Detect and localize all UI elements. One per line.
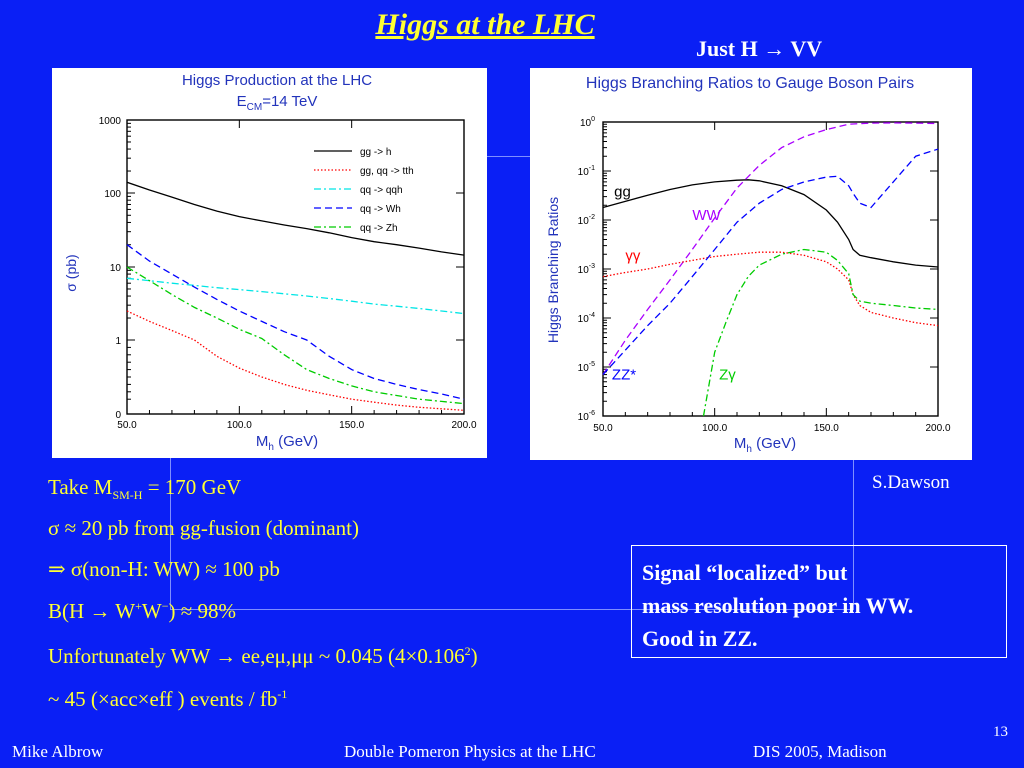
chart2-ylabel: Higgs Branching Ratios [545, 197, 561, 343]
chart2-xlabel: Mh (GeV) [734, 435, 796, 455]
chart1-legend-label: qq -> qqh [360, 185, 403, 196]
chart2-series-line [602, 179, 939, 268]
chart1-subtitle: ECM=14 TeV [237, 93, 318, 113]
text-line-5: Unfortunately WW → ee,eμ,μμ ~ 0.045 (4×0… [48, 644, 478, 668]
footer-talk-title: Double Pomeron Physics at the LHC [344, 742, 596, 761]
chart1-series-line [126, 310, 465, 411]
text-line-6: ~ 45 (×acc×eff ) events / fb-1 [48, 687, 288, 711]
chart1-ylabel: σ (pb) [63, 254, 79, 291]
signal-line-2: mass resolution poor in WW. [642, 593, 914, 618]
chart2-ytick-label: 10-6 [578, 410, 595, 423]
chart1-legend-label: qq -> Zh [360, 223, 398, 234]
chart2-curve-label: Zγ [719, 367, 736, 384]
chart1-xtick-label: 150.0 [339, 420, 364, 431]
chart2-ytick-label: 10-2 [578, 214, 595, 227]
chart2-curve-label: WW [692, 207, 721, 224]
chart1-ytick-label: 10 [110, 263, 122, 274]
slide-title: Higgs at the LHC [375, 8, 595, 41]
chart2-xtick-label: 200.0 [925, 423, 950, 434]
chart2-ytick-label: 10-5 [578, 361, 595, 374]
chart1-legend-label: gg -> h [360, 147, 391, 158]
chart2-ytick-label: 10-4 [578, 312, 595, 325]
text-line-3: ⇒ σ(non-H: WW) ≈ 100 pb [48, 557, 280, 581]
chart2-ytick-label: 10-3 [578, 263, 595, 276]
chart1-xlabel: Mh (GeV) [256, 433, 318, 453]
chart2-curve-label: γγ [625, 247, 641, 264]
chart2-xtick-label: 150.0 [814, 423, 839, 434]
chart2-curve-label: ZZ* [612, 367, 636, 384]
chart2-series-line [702, 248, 939, 417]
chart2-ytick-label: 10-1 [578, 165, 595, 178]
text-line-4: B(H → W+W−) ≈ 98% [48, 599, 237, 623]
branching-ratio-chart: Higgs Branching Ratios to Gauge Boson Pa… [545, 75, 951, 455]
text-line-2: σ ≈ 20 pb from gg-fusion (dominant) [48, 516, 359, 540]
footer-author: Mike Albrow [12, 742, 104, 761]
production-chart-panel: Higgs Production at the LHC ECM=14 TeV 0… [52, 68, 487, 458]
chart2-title: Higgs Branching Ratios to Gauge Boson Pa… [586, 75, 914, 92]
chart2-ytick-label: 100 [580, 116, 595, 129]
slide-subtitle: Just H → VV [696, 36, 823, 61]
chart1-title: Higgs Production at the LHC [182, 72, 372, 89]
chart1-plot-frame [126, 119, 465, 415]
chart1-xtick-label: 100.0 [227, 420, 252, 431]
chart1-xtick-label: 200.0 [451, 420, 476, 431]
chart1-ytick-label: 0 [115, 410, 121, 421]
chart1-ytick-label: 1000 [99, 116, 122, 127]
page-number: 13 [993, 724, 1008, 740]
signal-line-3: Good in ZZ. [642, 626, 758, 651]
branching-ratio-chart-panel: Higgs Branching Ratios to Gauge Boson Pa… [530, 68, 972, 460]
chart2-xtick-label: 50.0 [593, 423, 613, 434]
chart1-series-line [126, 181, 465, 256]
signal-note-box: Signal “localized” but mass resolution p… [631, 545, 1007, 658]
chart2-plot-frame [602, 121, 939, 417]
production-chart: Higgs Production at the LHC ECM=14 TeV 0… [63, 72, 477, 453]
chart1-series-line [126, 277, 465, 315]
chart2-series-line [602, 251, 939, 327]
chart2-curve-label: gg [614, 184, 631, 201]
chart1-series-line [126, 244, 465, 400]
chart2-series-line [602, 122, 939, 375]
credit-label: S.Dawson [872, 472, 950, 493]
chart1-legend-label: qq -> Wh [360, 204, 401, 215]
chart1-legend-label: gg, qq -> tth [360, 166, 414, 177]
chart1-series-line [126, 266, 465, 405]
chart2-series-line [602, 148, 939, 376]
chart2-xtick-label: 100.0 [702, 423, 727, 434]
chart1-ytick-label: 100 [104, 189, 121, 200]
signal-line-1: Signal “localized” but [642, 560, 848, 585]
footer-conference: DIS 2005, Madison [753, 742, 887, 761]
chart1-xtick-label: 50.0 [117, 420, 137, 431]
text-line-1: Take MSM-H = 170 GeV [48, 475, 242, 503]
chart1-ytick-label: 1 [115, 336, 121, 347]
